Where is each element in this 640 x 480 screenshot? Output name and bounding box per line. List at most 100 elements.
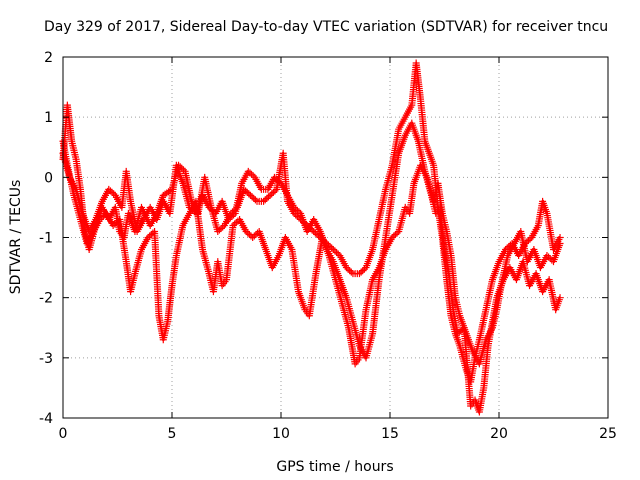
- data-point-interp: [261, 196, 269, 204]
- data-point-interp: [492, 308, 500, 316]
- data-point-interp: [76, 213, 84, 221]
- x-tick-label: 25: [599, 426, 617, 442]
- data-point-interp: [468, 346, 476, 354]
- data-point-interp: [526, 235, 534, 243]
- data-point-interp: [232, 218, 240, 226]
- data-point-interp: [312, 272, 320, 280]
- data-point-interp: [178, 177, 186, 185]
- data-point-interp: [143, 236, 151, 244]
- data-point-interp: [300, 304, 308, 312]
- data-point-interp: [391, 230, 399, 238]
- data-point-interp: [368, 332, 376, 340]
- data-point-interp: [487, 326, 495, 334]
- data-point-interp: [230, 211, 238, 219]
- x-tick-label: 15: [381, 426, 399, 442]
- data-point-interp: [269, 188, 277, 196]
- data-point-interp: [228, 212, 236, 220]
- data-point-interp: [475, 338, 483, 346]
- chart-title: Day 329 of 2017, Sidereal Day-to-day VTE…: [44, 19, 608, 35]
- series-track-3: [59, 137, 564, 368]
- data-point-interp: [293, 206, 301, 214]
- data-point-interp: [106, 187, 114, 195]
- data-point: [249, 234, 257, 241]
- data-point-interp: [226, 214, 234, 222]
- data-point-interp: [250, 232, 258, 240]
- data-point-interp: [374, 266, 382, 274]
- data-point-interp: [139, 217, 147, 225]
- data-point-interp: [274, 254, 282, 262]
- data-point-interp: [275, 178, 283, 186]
- data-point: [246, 191, 254, 199]
- data-point-interp: [481, 308, 489, 316]
- data-point-interp: [481, 338, 489, 346]
- data-point-interp: [287, 244, 295, 252]
- data-point-interp: [555, 242, 563, 250]
- data-point-interp: [449, 304, 457, 312]
- data-point-interp: [333, 249, 341, 257]
- x-tick-label: 0: [59, 426, 68, 442]
- x-tick-label: 10: [272, 426, 290, 442]
- y-tick-label: -1: [39, 231, 53, 247]
- data-point-interp: [394, 127, 402, 135]
- data-point-interp: [221, 278, 229, 286]
- data-point-interp: [249, 172, 257, 180]
- data-point-interp: [219, 223, 227, 231]
- data-point-interp: [98, 214, 106, 222]
- data-point-interp: [110, 190, 118, 198]
- data-point-interp: [425, 147, 433, 155]
- x-tick-label: 5: [168, 426, 177, 442]
- data-point-interp: [282, 189, 290, 197]
- data-point-interp: [348, 316, 356, 324]
- data-point-interp: [400, 115, 408, 123]
- data-point-interp: [324, 250, 332, 258]
- data-point-interp: [245, 230, 253, 238]
- y-tick-label: -3: [39, 351, 53, 367]
- data-point-interp: [274, 176, 282, 184]
- data-point-interp: [315, 225, 323, 233]
- data-point-interp: [357, 268, 365, 276]
- data-point-interp: [88, 229, 96, 237]
- data-point-interp: [545, 253, 553, 261]
- data-point: [329, 246, 337, 254]
- data-point-interp: [63, 159, 71, 167]
- data-point-interp: [204, 201, 212, 209]
- data-point-interp: [294, 285, 302, 293]
- data-point-interp: [334, 250, 342, 258]
- data-point-interp: [488, 278, 496, 286]
- data-point-interp: [217, 224, 225, 232]
- data-point-interp: [248, 170, 256, 178]
- x-tick-label: 20: [490, 426, 508, 442]
- data-point-interp: [244, 229, 252, 237]
- data-point-interp: [261, 244, 269, 252]
- data-point-interp: [555, 296, 563, 304]
- data-point-interp: [271, 187, 279, 195]
- data-point-interp: [393, 229, 401, 237]
- data-point-interp: [390, 232, 398, 240]
- y-tick-label: -4: [39, 411, 53, 427]
- data-point-interp: [401, 133, 409, 141]
- data-point-interp: [410, 181, 418, 189]
- data-point-interp: [546, 255, 554, 263]
- data-point: [266, 191, 274, 199]
- data-point-interp: [457, 327, 465, 335]
- data-point-interp: [422, 171, 430, 179]
- data-point-interp: [455, 340, 463, 348]
- data-point-interp: [555, 236, 563, 244]
- data-point-interp: [503, 254, 511, 262]
- data-point-interp: [251, 196, 259, 204]
- data-point-interp: [243, 188, 251, 196]
- data-point-interp: [292, 205, 300, 213]
- data-point-interp: [289, 201, 297, 209]
- data-point-interp: [245, 190, 253, 198]
- data-point-interp: [147, 230, 155, 238]
- data-point-interp: [112, 218, 120, 226]
- data-point-interp: [184, 211, 192, 219]
- data-point-interp: [242, 187, 250, 195]
- data-point-interp: [353, 270, 361, 278]
- data-point-interp: [215, 226, 223, 234]
- y-tick-label: 2: [44, 50, 53, 66]
- data-point-interp: [108, 188, 116, 196]
- data-point-interp: [494, 260, 502, 268]
- data-point-interp: [509, 242, 517, 250]
